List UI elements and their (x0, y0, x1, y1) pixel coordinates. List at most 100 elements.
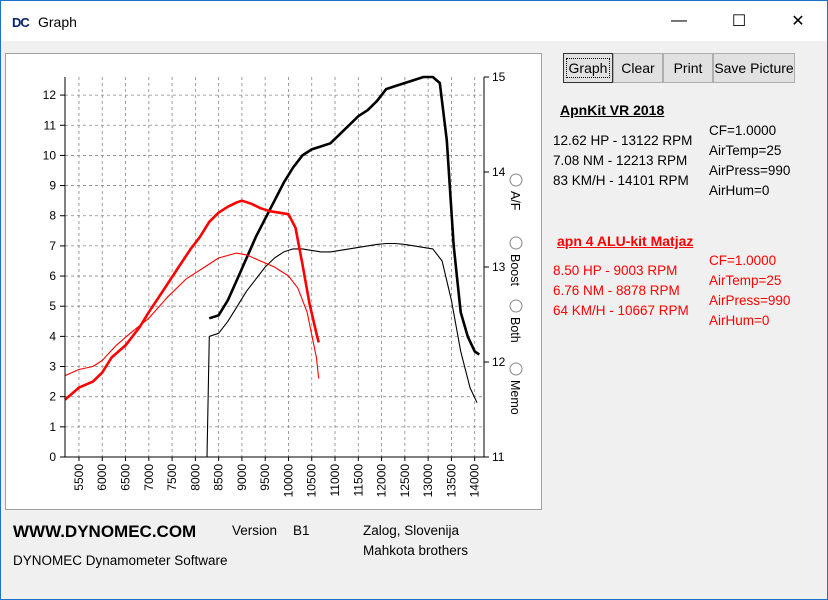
run-2-airpress: AirPress=990 (709, 293, 791, 308)
y-tick-label: 5 (49, 299, 56, 313)
y2-tick-label: 12 (492, 355, 506, 369)
run-1-speed: 83 KM/H - 14101 RPM (553, 173, 689, 188)
radio-circle-icon (509, 173, 523, 187)
radio-circle-icon (509, 236, 523, 250)
option-radio-boost[interactable]: Boost (508, 236, 523, 286)
graph-button[interactable]: Graph (563, 53, 613, 83)
run-2-conditions: CF=1.0000 AirTemp=25 AirPress=990 AirHum… (709, 251, 790, 331)
x-tick-label: 12500 (398, 464, 412, 498)
x-tick-label: 8500 (212, 464, 226, 491)
run-1-airpress: AirPress=990 (709, 163, 791, 178)
chart-series (64, 75, 481, 458)
run-2-airhum: AirHum=0 (709, 313, 770, 328)
app-logo-icon: DC (12, 15, 30, 30)
x-tick-label: 5500 (72, 464, 86, 491)
run-1-name: ApnKit VR 2018 (560, 102, 665, 118)
option-label: Both (508, 317, 522, 343)
run-1-conditions: CF=1.0000 AirTemp=25 AirPress=990 AirHum… (709, 121, 790, 201)
series-line-2 (206, 242, 478, 458)
run-2-name: apn 4 ALU-kit Matjaz (557, 233, 694, 249)
x-tick-label: 10500 (305, 464, 319, 498)
x-tick-label: 6000 (95, 464, 109, 491)
location-text: Zalog, Slovenija (363, 523, 460, 538)
x-tick-label: 12000 (375, 464, 389, 498)
dyno-plot-panel: 0 1 2 3 4 5 6 7 8 9 10 11 12 11 12 13 14 15 5500 6000 6500… (5, 53, 542, 510)
y-tick-label: 8 (49, 209, 56, 223)
y2-tick-label: 13 (492, 260, 506, 274)
x-tick-label: 7500 (165, 464, 179, 491)
run-1-airtemp: AirTemp=25 (709, 143, 782, 158)
run-2-nm: 6.76 NM - 8878 RPM (553, 283, 680, 298)
minimize-icon: — (671, 12, 687, 29)
y-tick-label: 7 (49, 239, 56, 253)
option-label: Memo (508, 380, 522, 415)
authors-text: Mahkota brothers (363, 543, 469, 558)
version-label: Version (232, 523, 278, 538)
y-tick-label: 4 (49, 329, 56, 343)
y-tick-label: 6 (49, 269, 56, 283)
run-2-results: 8.50 HP - 9003 RPM 6.76 NM - 8878 RPM 64… (553, 261, 689, 321)
y2-tick-labels: 11 12 13 14 15 (484, 70, 506, 464)
x-tick-label: 9500 (258, 464, 272, 491)
y-tick-label: 9 (49, 179, 56, 193)
run-1-results: 12.62 HP - 13122 RPM 7.08 NM - 12213 RPM… (553, 131, 692, 191)
y-tick-label: 3 (49, 360, 56, 374)
x-tick-label: 14000 (468, 464, 482, 498)
option-radio-group: A/F Boost Both Memo (508, 173, 523, 415)
y-tick-label: 12 (43, 88, 57, 102)
option-label: A/F (508, 191, 522, 211)
website-link[interactable]: WWW.DYNOMEC.COM (13, 522, 197, 541)
y2-tick-label: 14 (492, 165, 506, 179)
option-radio-both[interactable]: Both (508, 299, 523, 343)
option-label: Boost (508, 254, 522, 286)
maximize-button[interactable]: ☐ (716, 1, 762, 41)
y-tick-label: 1 (49, 420, 56, 434)
run-2-speed: 64 KM/H - 10667 RPM (553, 303, 689, 318)
y2-tick-label: 11 (492, 450, 505, 464)
run-2-hp: 8.50 HP - 9003 RPM (553, 263, 678, 278)
y-tick-label: 2 (49, 390, 56, 404)
y-tick-label: 10 (43, 148, 57, 162)
save-picture-button[interactable]: Save Picture (713, 53, 795, 83)
title-bar[interactable]: DC Graph — ☐ ✕ (1, 1, 827, 41)
run-1-hp: 12.62 HP - 13122 RPM (553, 133, 693, 148)
x-tick-label: 11500 (351, 464, 365, 497)
x-tick-label: 9000 (235, 464, 249, 491)
radio-circle-icon (509, 299, 523, 313)
product-name: DYNOMEC Dynamometer Software (13, 553, 228, 568)
x-tick-labels: 5500 6000 6500 7000 7500 8000 8500 9000 9500 1000… (72, 457, 482, 497)
run-2-cf: CF=1.0000 (709, 253, 777, 268)
y-tick-label: 0 (49, 450, 56, 464)
maximize-icon: ☐ (731, 13, 747, 30)
close-button[interactable]: ✕ (775, 1, 821, 41)
series-line-4 (64, 252, 320, 379)
run-1-cf: CF=1.0000 (709, 123, 777, 138)
graph-button-label: Graph (565, 58, 611, 78)
y2-tick-label: 15 (492, 70, 506, 84)
x-tick-label: 11000 (328, 464, 342, 497)
series-line-3 (64, 199, 320, 401)
minimize-button[interactable]: — (656, 1, 702, 41)
window-title: Graph (38, 14, 77, 30)
run-1-nm: 7.08 NM - 12213 RPM (553, 153, 688, 168)
x-tick-label: 7000 (142, 464, 156, 491)
x-tick-label: 6500 (119, 464, 133, 491)
series-line-1 (208, 75, 481, 356)
x-tick-label: 10000 (282, 464, 296, 498)
option-radio-af[interactable]: A/F (508, 173, 523, 211)
version-value: B1 (293, 523, 310, 538)
option-radio-memo[interactable]: Memo (508, 362, 523, 415)
x-tick-label: 13000 (421, 464, 435, 498)
x-tick-label: 13500 (444, 464, 458, 498)
run-1-airhum: AirHum=0 (709, 183, 770, 198)
radio-circle-icon (509, 362, 523, 376)
print-button[interactable]: Print (663, 53, 713, 83)
close-icon: ✕ (791, 13, 805, 30)
x-tick-label: 8000 (188, 464, 202, 491)
clear-button[interactable]: Clear (613, 53, 663, 83)
run-2-airtemp: AirTemp=25 (709, 273, 782, 288)
y-tick-label: 11 (44, 118, 57, 132)
